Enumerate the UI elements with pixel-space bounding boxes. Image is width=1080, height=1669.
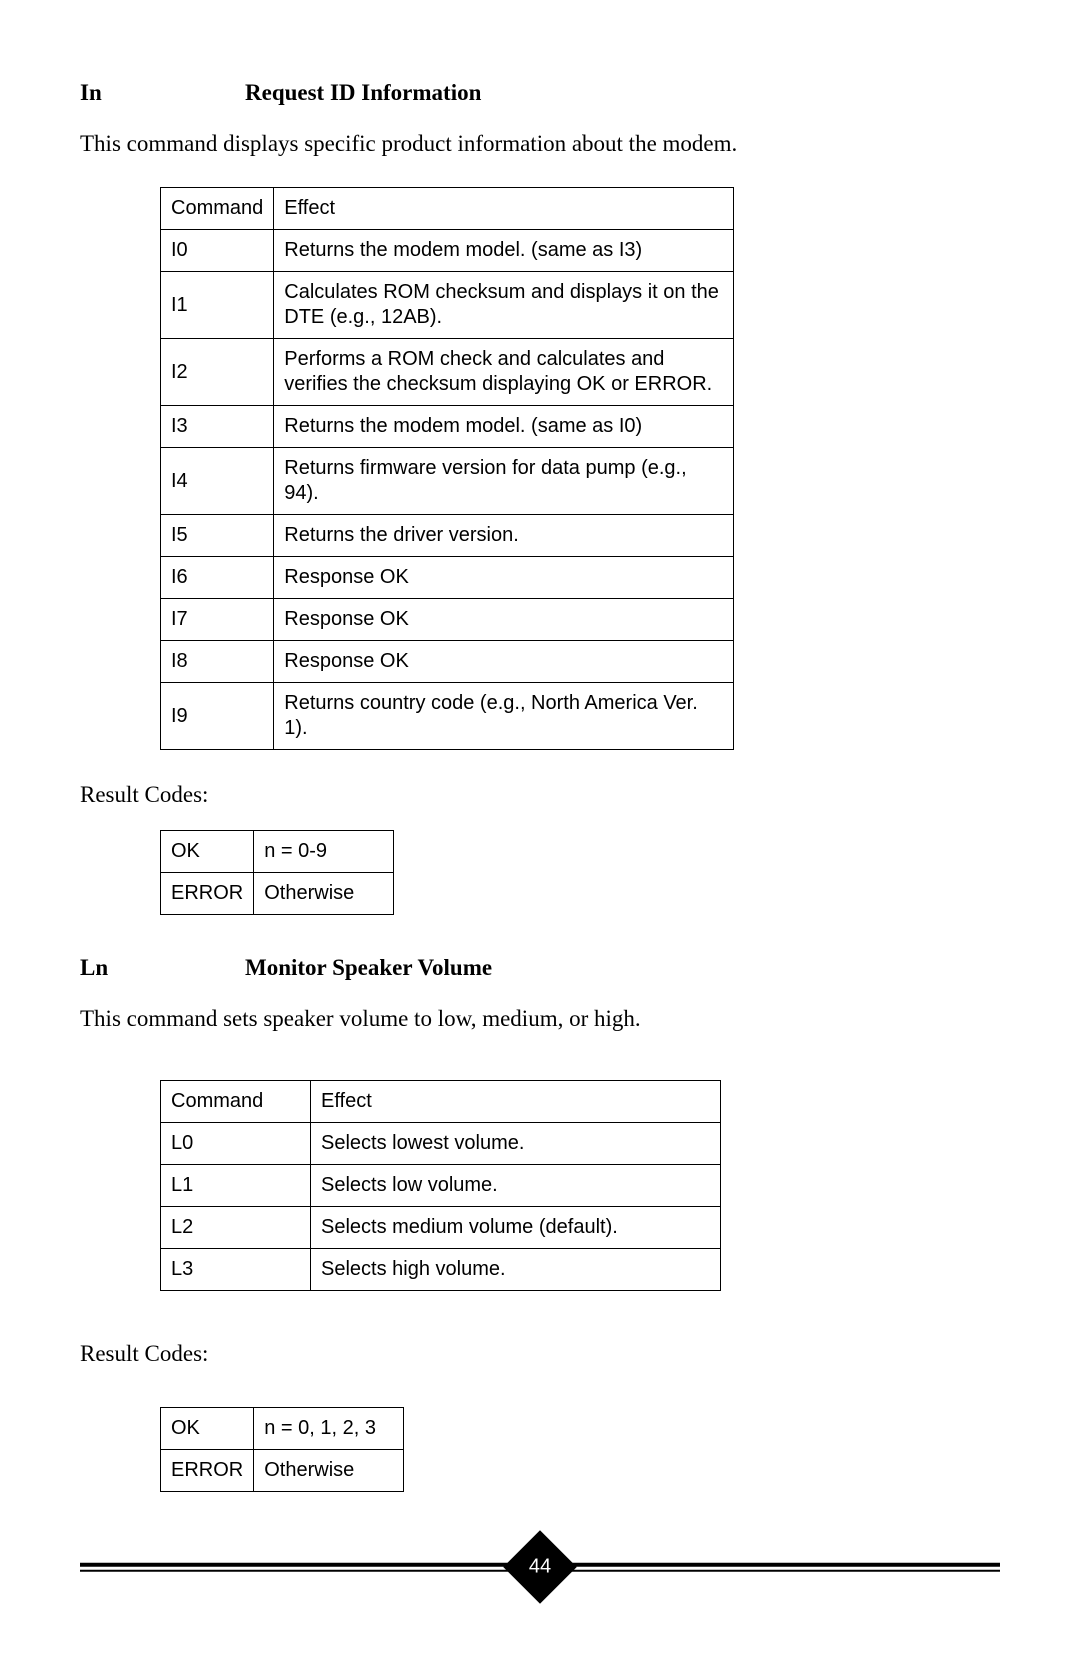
result-codes-label-in: Result Codes: xyxy=(80,782,1000,808)
section-heading-ln: Ln Monitor Speaker Volume xyxy=(80,955,1000,981)
cell-command: I8 xyxy=(161,641,274,683)
section-desc-in: This command displays specific product i… xyxy=(80,128,1000,159)
table-row: OKn = 0-9 xyxy=(161,831,394,873)
cell-effect: Selects high volume. xyxy=(311,1249,721,1291)
table-row: L2Selects medium volume (default). xyxy=(161,1207,721,1249)
cell-effect: Selects lowest volume. xyxy=(311,1123,721,1165)
table-ln-commands: Command Effect L0Selects lowest volume. … xyxy=(160,1080,721,1291)
cell-effect: Returns the modem model. (same as I0) xyxy=(274,406,734,448)
table-row: I7Response OK xyxy=(161,599,734,641)
cell-code: ERROR xyxy=(161,1450,254,1492)
header-effect: Effect xyxy=(274,188,734,230)
table-ln-result-codes: OKn = 0, 1, 2, 3 ERROROtherwise xyxy=(160,1407,404,1492)
section-heading-in: In Request ID Information xyxy=(80,80,1000,106)
cell-effect: Returns country code (e.g., North Americ… xyxy=(274,683,734,750)
table-row: Command Effect xyxy=(161,1081,721,1123)
cell-condition: Otherwise xyxy=(254,1450,404,1492)
cell-command: I7 xyxy=(161,599,274,641)
table-row: I2Performs a ROM check and calculates an… xyxy=(161,339,734,406)
cell-command: I0 xyxy=(161,230,274,272)
cell-condition: Otherwise xyxy=(254,873,394,915)
page-footer: 44 xyxy=(80,1540,1000,1594)
table-row: I1Calculates ROM checksum and displays i… xyxy=(161,272,734,339)
table-row: ERROROtherwise xyxy=(161,873,394,915)
cell-command: L3 xyxy=(161,1249,311,1291)
command-name-ln: Ln xyxy=(80,955,245,981)
cell-effect: Response OK xyxy=(274,599,734,641)
cell-code: OK xyxy=(161,831,254,873)
table-wrap-ln: Command Effect L0Selects lowest volume. … xyxy=(160,1080,1000,1291)
table-in-commands: Command Effect I0Returns the modem model… xyxy=(160,187,734,750)
header-command: Command xyxy=(161,1081,311,1123)
cell-code: ERROR xyxy=(161,873,254,915)
table-row: I8Response OK xyxy=(161,641,734,683)
page-number: 44 xyxy=(529,1556,551,1579)
cell-command: I3 xyxy=(161,406,274,448)
cell-command: L1 xyxy=(161,1165,311,1207)
table-row: I6Response OK xyxy=(161,557,734,599)
command-title-in: Request ID Information xyxy=(245,80,481,106)
cell-effect: Selects low volume. xyxy=(311,1165,721,1207)
cell-command: I2 xyxy=(161,339,274,406)
table-row: ERROROtherwise xyxy=(161,1450,404,1492)
cell-effect: Returns the modem model. (same as I3) xyxy=(274,230,734,272)
cell-condition: n = 0-9 xyxy=(254,831,394,873)
cell-command: I5 xyxy=(161,515,274,557)
table-row: I4Returns firmware version for data pump… xyxy=(161,448,734,515)
result-codes-label-ln: Result Codes: xyxy=(80,1341,1000,1367)
header-command: Command xyxy=(161,188,274,230)
cell-command: I1 xyxy=(161,272,274,339)
cell-effect: Response OK xyxy=(274,557,734,599)
cell-effect: Returns the driver version. xyxy=(274,515,734,557)
table-row: L3Selects high volume. xyxy=(161,1249,721,1291)
table-row: Command Effect xyxy=(161,188,734,230)
cell-command: I9 xyxy=(161,683,274,750)
table-in-result-codes: OKn = 0-9 ERROROtherwise xyxy=(160,830,394,915)
cell-effect: Calculates ROM checksum and displays it … xyxy=(274,272,734,339)
table-row: I5Returns the driver version. xyxy=(161,515,734,557)
command-title-ln: Monitor Speaker Volume xyxy=(245,955,492,981)
section-desc-ln: This command sets speaker volume to low,… xyxy=(80,1003,1000,1034)
table-wrap-in: Command Effect I0Returns the modem model… xyxy=(160,187,1000,750)
table-row: L1Selects low volume. xyxy=(161,1165,721,1207)
cell-effect: Response OK xyxy=(274,641,734,683)
cell-command: I4 xyxy=(161,448,274,515)
header-effect: Effect xyxy=(311,1081,721,1123)
cell-code: OK xyxy=(161,1408,254,1450)
table-row: I9Returns country code (e.g., North Amer… xyxy=(161,683,734,750)
table-row: OKn = 0, 1, 2, 3 xyxy=(161,1408,404,1450)
table-row: I0Returns the modem model. (same as I3) xyxy=(161,230,734,272)
command-name-in: In xyxy=(80,80,245,106)
cell-command: L0 xyxy=(161,1123,311,1165)
cell-condition: n = 0, 1, 2, 3 xyxy=(254,1408,404,1450)
table-row: I3Returns the modem model. (same as I0) xyxy=(161,406,734,448)
table-wrap-in-result: OKn = 0-9 ERROROtherwise xyxy=(160,830,1000,915)
cell-effect: Performs a ROM check and calculates and … xyxy=(274,339,734,406)
cell-effect: Returns firmware version for data pump (… xyxy=(274,448,734,515)
table-wrap-ln-result: OKn = 0, 1, 2, 3 ERROROtherwise xyxy=(160,1407,1000,1492)
cell-effect: Selects medium volume (default). xyxy=(311,1207,721,1249)
cell-command: L2 xyxy=(161,1207,311,1249)
table-row: L0Selects lowest volume. xyxy=(161,1123,721,1165)
cell-command: I6 xyxy=(161,557,274,599)
